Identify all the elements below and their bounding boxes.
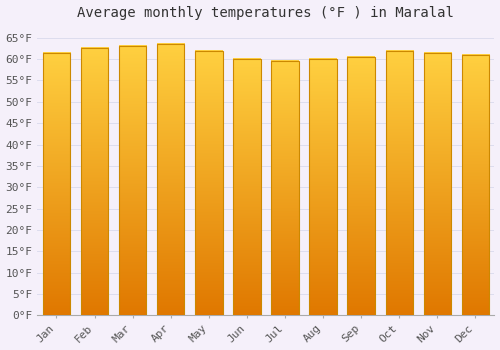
Title: Average monthly temperatures (°F ) in Maralal: Average monthly temperatures (°F ) in Ma…	[78, 6, 454, 20]
Bar	[157, 44, 184, 315]
Bar	[42, 52, 70, 315]
Bar	[81, 48, 108, 315]
Bar	[348, 57, 375, 315]
Bar	[119, 46, 146, 315]
Bar	[462, 55, 489, 315]
Bar	[233, 59, 260, 315]
Bar	[386, 50, 413, 315]
Bar	[195, 50, 222, 315]
Bar	[272, 61, 298, 315]
Bar	[424, 52, 451, 315]
Bar	[310, 59, 337, 315]
